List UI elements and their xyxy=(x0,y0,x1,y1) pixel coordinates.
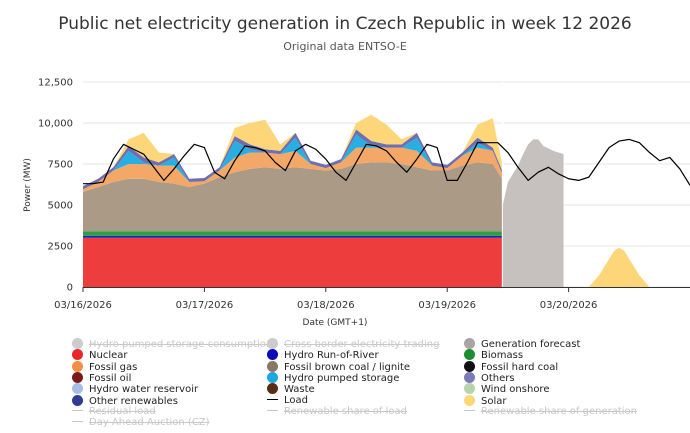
area-fossil-brown-coal-lignite xyxy=(83,162,503,232)
legend-dot-icon xyxy=(267,338,278,349)
area-hydro-pumped-storage xyxy=(83,134,503,190)
area-nuclear xyxy=(83,237,503,287)
area-solar-forecast xyxy=(588,247,650,287)
legend-label: Biomass xyxy=(481,350,524,362)
legend-item[interactable]: Other renewables xyxy=(72,394,178,407)
legend-label: Hydro water reservoir xyxy=(89,384,199,396)
legend-label: Others xyxy=(481,372,515,384)
x-tick-label: 03/16/2026 xyxy=(54,300,112,311)
legend-item[interactable]: Hydro pumped storage consumption xyxy=(72,338,272,350)
area-hydro-run-of-river xyxy=(83,235,503,238)
legend-line-icon xyxy=(267,398,278,400)
legend-item[interactable]: Generation forecast xyxy=(464,338,580,350)
y-tick-label: 2500 xyxy=(48,242,73,253)
line-load xyxy=(83,138,690,186)
legend-label: Waste xyxy=(284,384,315,396)
legend-label: Solar xyxy=(481,395,507,407)
legend-item[interactable]: Others xyxy=(464,371,515,384)
legend-label: Hydro pumped storage consumption xyxy=(89,339,273,350)
legend-dot-icon xyxy=(72,383,83,395)
legend-dot-icon xyxy=(464,371,475,383)
x-tick-label: 03/19/2026 xyxy=(418,300,476,311)
x-tick-label: 03/20/2026 xyxy=(540,300,598,311)
legend-dot-icon xyxy=(72,371,83,383)
legend-item[interactable]: Cross border electricity trading xyxy=(267,338,439,350)
legend-item[interactable]: Fossil gas xyxy=(72,360,138,373)
legend-item[interactable]: Waste xyxy=(267,383,315,395)
chart-title: Public net electricity generation in Cze… xyxy=(58,14,631,34)
y-axis-title: Power (MW) xyxy=(23,158,33,212)
legend-item[interactable]: Solar xyxy=(464,394,507,407)
legend-dot-icon xyxy=(72,360,83,372)
legend-label: Hydro pumped storage xyxy=(284,372,400,384)
legend-dot-icon xyxy=(72,394,83,406)
legend-label: Fossil oil xyxy=(89,372,132,384)
x-axis-title: Date (GMT+1) xyxy=(303,318,368,328)
legend-line-icon xyxy=(72,409,83,411)
y-tick-label: 0 xyxy=(67,283,73,294)
legend-label: Nuclear xyxy=(89,350,128,362)
area-fossil-gas xyxy=(83,147,503,192)
legend-label: Generation forecast xyxy=(481,339,581,350)
legend-label: Load xyxy=(284,394,308,406)
x-tick-label: 03/18/2026 xyxy=(297,300,355,311)
area-biomass xyxy=(83,231,503,236)
legend-item[interactable]: Wind onshore xyxy=(464,383,549,395)
legend-item[interactable]: Hydro Run-of-River xyxy=(267,349,379,361)
plot-area xyxy=(83,82,690,287)
legend-item[interactable]: Residual load xyxy=(72,406,156,418)
legend-item[interactable]: Fossil brown coal / lignite xyxy=(267,360,411,373)
legend-item[interactable]: Fossil hard coal xyxy=(464,360,559,373)
legend-item[interactable]: Load xyxy=(267,395,308,407)
legend-dot-icon xyxy=(267,349,278,361)
legend-item[interactable]: Fossil oil xyxy=(72,371,132,384)
legend-label: Hydro Run-of-River xyxy=(284,350,379,362)
legend-dot-icon xyxy=(267,360,278,372)
x-tick-label: 03/17/2026 xyxy=(176,300,234,311)
legend-item[interactable]: Renewable share of load xyxy=(267,406,407,418)
y-tick-label: 12,500 xyxy=(38,78,73,89)
legend-dot-icon xyxy=(72,349,83,361)
legend-line-icon xyxy=(464,409,475,411)
legend-item[interactable]: Day Ahead Auction (CZ) xyxy=(72,417,210,429)
legend-label: Day Ahead Auction (CZ) xyxy=(89,417,210,429)
legend-line-icon xyxy=(267,409,278,411)
legend-dot-icon xyxy=(464,394,475,406)
y-tick-label: 7500 xyxy=(48,160,73,171)
legend-item[interactable]: Nuclear xyxy=(72,349,128,361)
area-others xyxy=(83,129,503,190)
legend-dot-icon xyxy=(267,371,278,383)
legend-dot-icon xyxy=(464,349,475,361)
legend-label: Wind onshore xyxy=(481,384,550,396)
legend-item[interactable]: Renewable share of generation xyxy=(464,406,637,418)
y-tick-label: 5000 xyxy=(48,201,73,212)
axes: 0 2500 5000 7500 10,000 12,500 03/16/2026 03/17… xyxy=(38,78,690,311)
y-tick-label: 10,000 xyxy=(38,119,73,130)
legend-label: Fossil gas xyxy=(89,361,138,373)
legend-label: Other renewables xyxy=(89,395,178,407)
area-generation-forecast xyxy=(502,139,564,287)
legend-label: Renewable share of load xyxy=(284,405,407,417)
legend-item[interactable]: Hydro pumped storage xyxy=(267,371,400,384)
legend-label: Cross border electricity trading xyxy=(284,339,440,350)
legend-line-icon xyxy=(72,421,83,423)
legend-dot-icon xyxy=(464,360,475,372)
chart-subtitle: Original data ENTSO-E xyxy=(283,40,407,53)
legend-label: Fossil brown coal / lignite xyxy=(284,361,411,373)
legend-dot-icon xyxy=(72,338,83,349)
legend-label: Fossil hard coal xyxy=(481,361,559,373)
legend-dot-icon xyxy=(464,338,475,349)
legend-item[interactable]: Hydro water reservoir xyxy=(72,383,198,395)
legend-label: Renewable share of generation xyxy=(481,405,638,417)
legend-dot-icon xyxy=(464,383,475,395)
legend-label: Residual load xyxy=(89,405,156,417)
legend-dot-icon xyxy=(267,383,278,395)
legend-item[interactable]: Biomass xyxy=(464,349,523,361)
